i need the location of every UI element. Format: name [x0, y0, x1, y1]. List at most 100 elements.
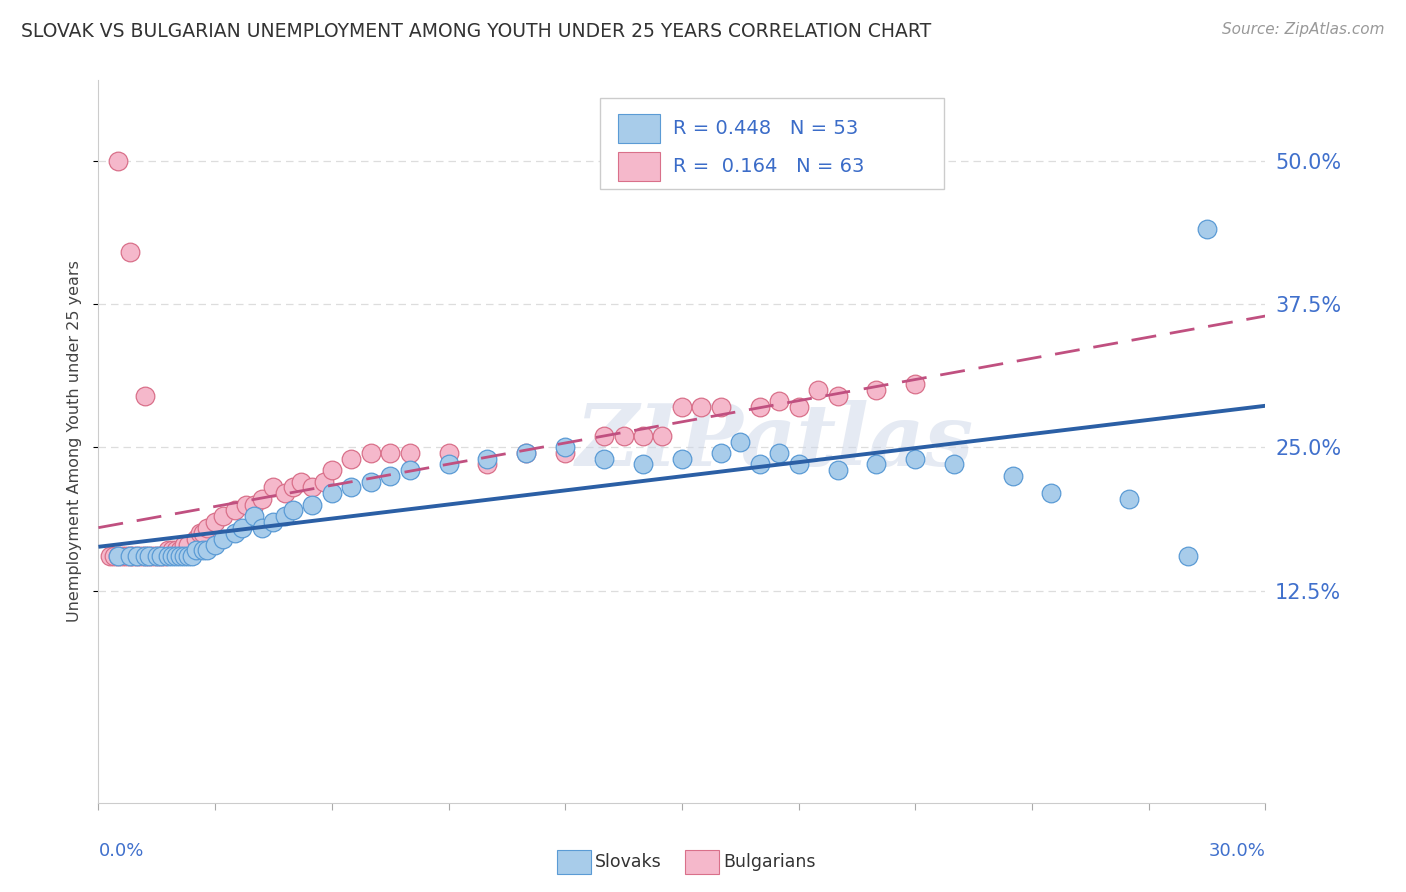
Point: [340, 451, 363, 466]
Point: [515, 446, 537, 460]
Point: [188, 526, 211, 541]
Point: [1001, 469, 1024, 483]
Point: [162, 543, 184, 558]
Point: [153, 549, 176, 564]
Text: ZIPatlas: ZIPatlas: [576, 400, 974, 483]
Point: [631, 458, 654, 472]
Point: [515, 446, 537, 460]
Point: [312, 475, 335, 489]
Point: [768, 446, 790, 460]
Point: [114, 549, 136, 564]
Point: [904, 377, 927, 392]
Point: [768, 394, 790, 409]
Point: [165, 549, 187, 564]
Point: [1118, 491, 1140, 506]
Point: [554, 446, 576, 460]
Point: [613, 429, 636, 443]
Point: [107, 153, 129, 168]
Point: [134, 389, 156, 403]
Point: [398, 463, 420, 477]
Point: [631, 429, 654, 443]
Point: [146, 549, 169, 564]
Point: [943, 458, 966, 472]
Point: [212, 509, 235, 524]
Point: [184, 532, 207, 546]
Point: [129, 549, 152, 564]
Point: [118, 549, 141, 564]
Point: [173, 549, 195, 564]
Point: [787, 400, 810, 414]
Point: [134, 549, 156, 564]
Point: [1040, 486, 1063, 500]
Point: [235, 498, 257, 512]
Point: [1195, 222, 1218, 236]
Text: 30.0%: 30.0%: [1209, 842, 1265, 860]
Point: [177, 538, 200, 552]
Point: [904, 451, 927, 466]
Point: [710, 446, 733, 460]
Point: [138, 549, 160, 564]
Point: [165, 543, 187, 558]
FancyBboxPatch shape: [617, 152, 659, 181]
Point: [1177, 549, 1199, 564]
Point: [281, 480, 304, 494]
Point: [157, 549, 180, 564]
Point: [204, 538, 226, 552]
Point: [195, 520, 218, 534]
Point: [149, 549, 172, 564]
FancyBboxPatch shape: [617, 114, 659, 143]
Point: [138, 549, 160, 564]
Point: [380, 469, 402, 483]
Point: [195, 543, 218, 558]
Point: [169, 543, 191, 558]
FancyBboxPatch shape: [557, 850, 591, 874]
Point: [398, 446, 420, 460]
Point: [281, 503, 304, 517]
Point: [162, 549, 184, 564]
Point: [477, 458, 499, 472]
Point: [173, 538, 195, 552]
Text: 0.0%: 0.0%: [98, 842, 143, 860]
FancyBboxPatch shape: [685, 850, 720, 874]
Point: [748, 400, 770, 414]
Point: [274, 509, 297, 524]
Point: [122, 549, 145, 564]
Point: [98, 549, 121, 564]
Point: [321, 463, 343, 477]
Point: [103, 549, 125, 564]
Point: [107, 549, 129, 564]
Point: [262, 515, 284, 529]
Point: [127, 549, 149, 564]
Point: [212, 532, 235, 546]
Point: [224, 503, 246, 517]
Point: [437, 446, 460, 460]
Point: [671, 451, 693, 466]
Point: [193, 526, 215, 541]
Text: SLOVAK VS BULGARIAN UNEMPLOYMENT AMONG YOUTH UNDER 25 YEARS CORRELATION CHART: SLOVAK VS BULGARIAN UNEMPLOYMENT AMONG Y…: [21, 22, 931, 41]
Point: [477, 451, 499, 466]
Point: [193, 543, 215, 558]
Text: R =  0.164   N = 63: R = 0.164 N = 63: [672, 157, 863, 176]
Point: [146, 549, 169, 564]
Point: [807, 383, 830, 397]
Point: [274, 486, 297, 500]
Point: [671, 400, 693, 414]
Point: [730, 434, 752, 449]
Point: [360, 446, 382, 460]
Point: [243, 498, 266, 512]
Point: [690, 400, 713, 414]
Point: [118, 549, 141, 564]
Point: [224, 526, 246, 541]
Y-axis label: Unemployment Among Youth under 25 years: Unemployment Among Youth under 25 years: [67, 260, 83, 623]
Text: R = 0.448   N = 53: R = 0.448 N = 53: [672, 120, 858, 138]
Point: [593, 429, 616, 443]
Point: [301, 480, 323, 494]
Point: [865, 383, 887, 397]
Point: [787, 458, 810, 472]
Point: [380, 446, 402, 460]
Point: [243, 509, 266, 524]
Point: [593, 451, 616, 466]
Text: Bulgarians: Bulgarians: [723, 853, 815, 871]
Point: [437, 458, 460, 472]
Point: [204, 515, 226, 529]
